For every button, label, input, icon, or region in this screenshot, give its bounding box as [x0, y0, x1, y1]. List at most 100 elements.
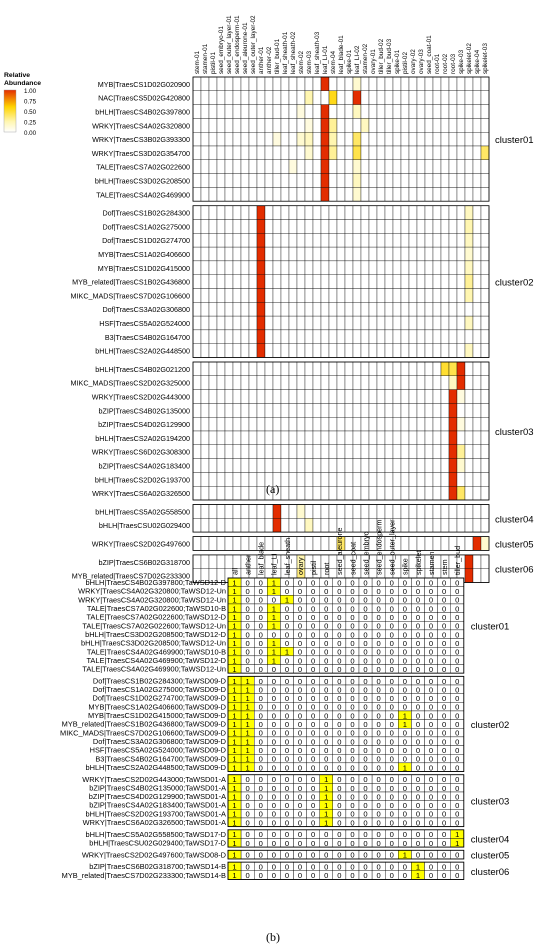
table-cell-value: 0: [390, 677, 394, 686]
heatmap-cell: [304, 536, 314, 551]
table-cell-value: 0: [455, 613, 459, 622]
heatmap-cell: [464, 554, 474, 569]
heatmap-cell: [344, 486, 354, 501]
heatmap-cell: [240, 518, 250, 533]
heatmap-cell: [216, 518, 226, 533]
table-cell-value: 0: [337, 763, 341, 772]
table-cell-value: 1: [246, 703, 250, 712]
table-cell-value: 0: [272, 711, 276, 720]
table-cell-value: 0: [429, 596, 433, 605]
table-cell-value: 0: [298, 630, 302, 639]
heatmap-cell: [264, 132, 274, 147]
heatmap-cell: [304, 486, 314, 501]
table-cell-value: 0: [285, 630, 289, 639]
heatmap-cell: [408, 302, 418, 317]
heatmap-cell: [320, 343, 330, 358]
table-cell-value: 0: [377, 830, 381, 839]
table-cell-value: 0: [285, 685, 289, 694]
panel-a-label: (a): [266, 482, 280, 496]
table-row-label: TALE|TraesCS7A02G022600;TaWSD10-B: [87, 604, 226, 613]
heatmap-column-label: tiller_bud-03: [386, 38, 393, 74]
heatmap-cell: [480, 315, 490, 331]
heatmap-cell: [456, 343, 466, 358]
heatmap-cell: [360, 315, 370, 331]
heatmap-cell: [304, 118, 314, 133]
heatmap-cell: [216, 302, 226, 317]
table-cluster-border: [227, 849, 465, 860]
table-cell-value: 0: [246, 792, 250, 801]
heatmap-cell: [256, 417, 266, 432]
heatmap-cell: [416, 76, 426, 91]
table-row-label: bHLH|TraesCS2D02G193700;TaWSD01-A: [86, 809, 227, 818]
table-cell-value: 0: [311, 587, 315, 596]
table-cell-value: 0: [285, 755, 289, 764]
table-cell-value: 0: [377, 755, 381, 764]
table-cell-value: 0: [272, 729, 276, 738]
table-cell-value: 0: [350, 830, 354, 839]
heatmap-cell: [352, 417, 362, 432]
table-cell-value: 1: [403, 720, 407, 729]
heatmap-cell: [328, 444, 338, 459]
heatmap-row-label: bHLH|TraesCS4B02G397800: [95, 108, 190, 117]
heatmap-cell: [344, 417, 354, 432]
heatmap-cell: [192, 90, 202, 105]
table-column-label: leaf_sheath: [283, 538, 292, 575]
table-cell-value: 0: [259, 613, 263, 622]
heatmap-cell: [192, 302, 202, 317]
heatmap-cell: [456, 132, 466, 147]
table-cell-value: 0: [455, 665, 459, 674]
heatmap-cell: [400, 219, 410, 234]
table-cell-value: 0: [259, 665, 263, 674]
heatmap-cell: [232, 104, 242, 119]
heatmap-cell: [232, 205, 242, 220]
heatmap-cell: [248, 504, 258, 519]
table-cell-value: 0: [324, 839, 328, 848]
table-cell-value: 0: [442, 763, 446, 772]
heatmap-cell: [192, 403, 202, 418]
heatmap-cell: [368, 159, 378, 174]
heatmap-cell: [304, 361, 314, 376]
table-cell-value: 0: [455, 578, 459, 587]
heatmap-cell: [232, 302, 242, 317]
table-cell-value: 0: [390, 665, 394, 674]
heatmap-cell: [240, 246, 250, 262]
table-cell-value: 0: [416, 839, 420, 848]
heatmap-cell: [328, 118, 338, 133]
heatmap-cell: [480, 444, 490, 459]
table-cell-value: 0: [246, 648, 250, 657]
heatmap-cell: [296, 389, 306, 404]
heatmap-cell: [432, 389, 442, 404]
heatmap-cell: [448, 104, 458, 119]
heatmap-cell: [424, 274, 434, 289]
table-cell-value: 0: [311, 685, 315, 694]
table-cell-value: 0: [298, 656, 302, 665]
heatmap-cell: [232, 444, 242, 459]
table-cell-value: 0: [298, 694, 302, 703]
heatmap-cell: [456, 233, 466, 248]
heatmap-cell: [392, 90, 402, 105]
table-cell-value: 0: [363, 648, 367, 657]
heatmap-cell: [440, 233, 450, 248]
heatmap-cell: [376, 205, 386, 220]
table-cell-value: 0: [324, 630, 328, 639]
table-cell-value: 0: [324, 622, 328, 631]
heatmap-cell: [384, 233, 394, 248]
heatmap-cell: [272, 159, 282, 174]
table-cell-value: 0: [298, 755, 302, 764]
heatmap-cell: [216, 132, 226, 147]
heatmap-cell: [232, 389, 242, 404]
heatmap-cell: [408, 76, 418, 91]
heatmap-cell: [336, 132, 346, 147]
table-cell-value: 0: [442, 863, 446, 872]
heatmap-cell: [400, 104, 410, 119]
heatmap-cell: [192, 233, 202, 248]
heatmap-cell: [328, 430, 338, 445]
legend-title: Relative: [4, 72, 30, 79]
table-column-label: spikelet: [414, 551, 423, 575]
heatmap-cell: [416, 504, 426, 519]
heatmap-cell: [264, 233, 274, 248]
heatmap-cell: [400, 145, 410, 160]
heatmap-cell: [440, 329, 450, 344]
table-cell-value: 0: [390, 746, 394, 755]
heatmap-cell: [368, 260, 378, 275]
